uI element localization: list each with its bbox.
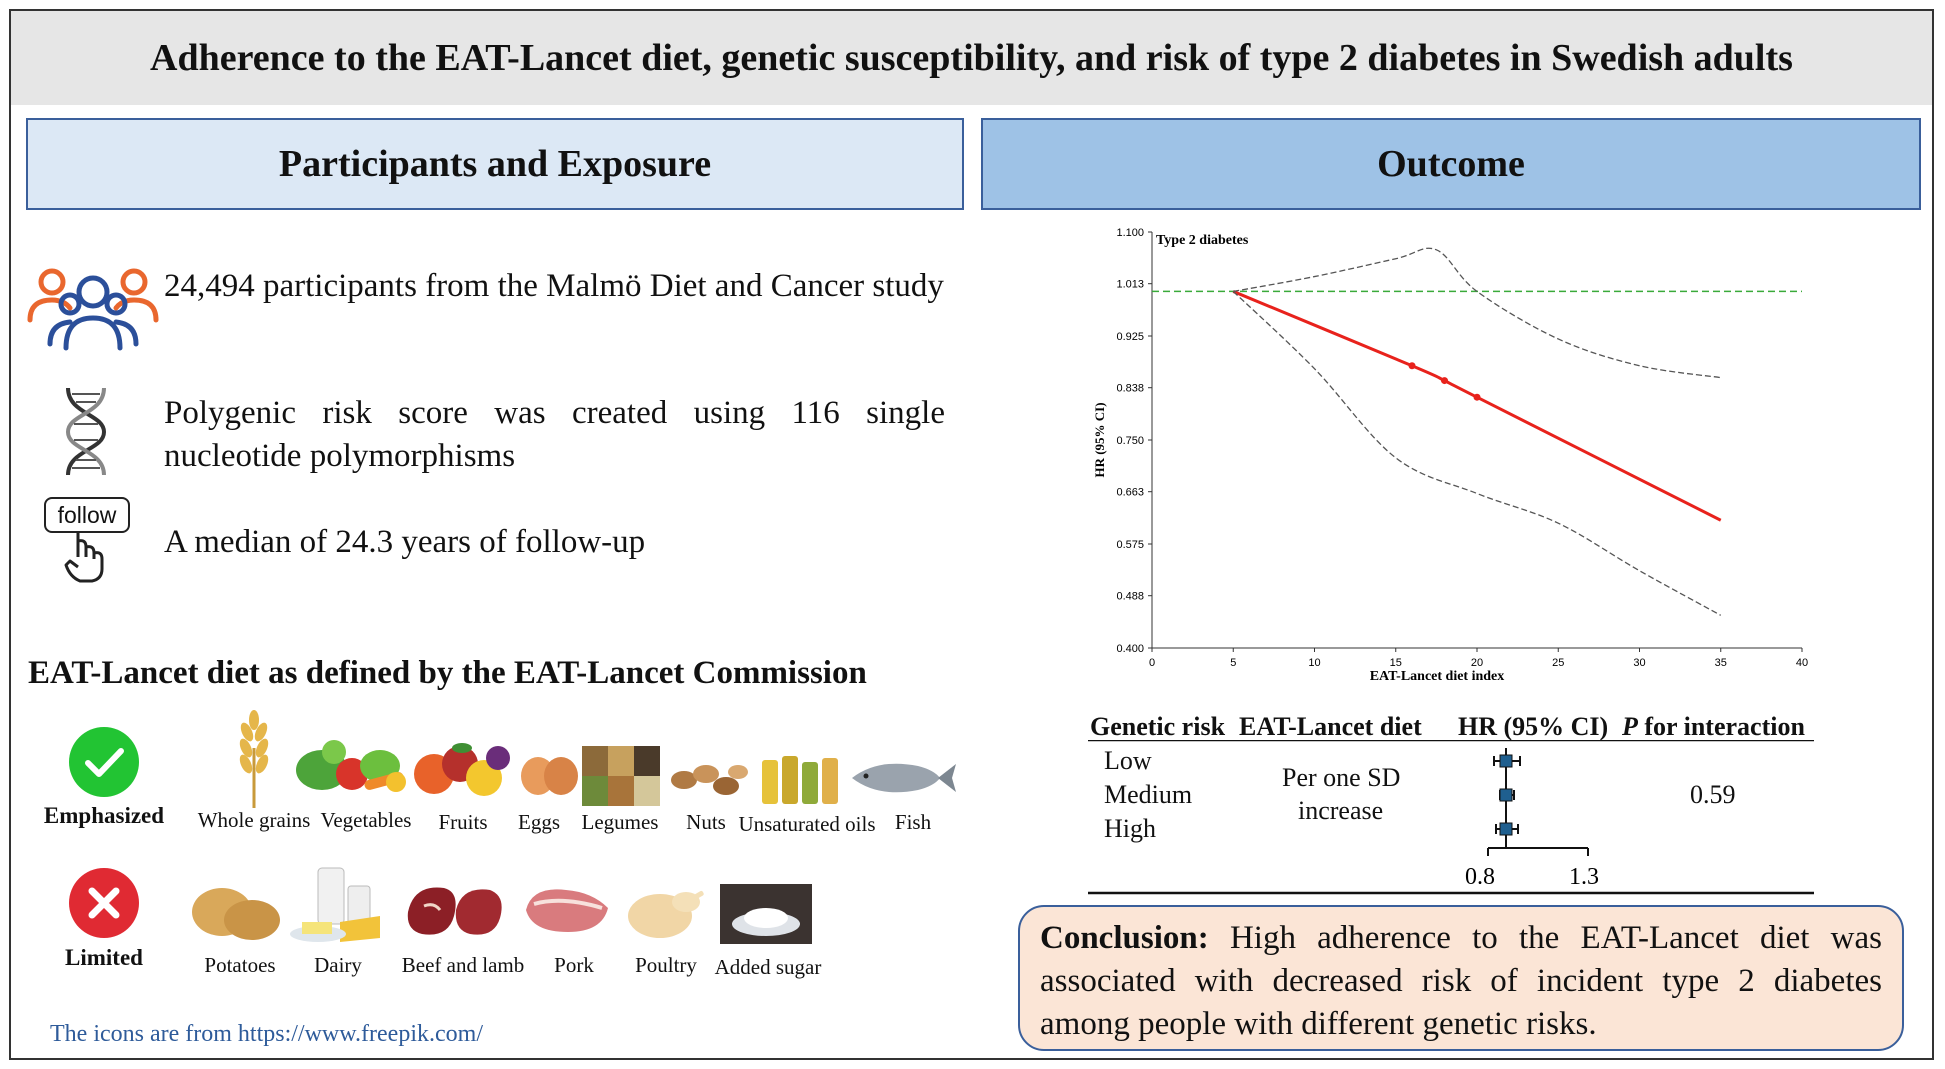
col-header-hr: HR (95% CI) <box>1458 712 1609 741</box>
checkmark-icon <box>69 727 139 797</box>
col-header-p-interaction: P for interaction <box>1622 712 1805 742</box>
emphasized-food-label: Fruits <box>438 810 488 834</box>
limited-food-label: Dairy <box>314 953 362 977</box>
conclusion-text: High adherence to the EAT-Lancet diet wa… <box>1040 920 1882 1042</box>
pork-icon <box>526 889 608 932</box>
whole-grains-icon <box>239 710 269 808</box>
emphasized-food-label: Unsaturated oils <box>738 812 876 836</box>
participants-text: 24,494 participants from the Malmö Diet … <box>164 268 944 304</box>
y-tick-label: 0.488 <box>1116 591 1144 603</box>
lower-ci-line <box>1232 290 1722 616</box>
emphasized-food-label: Nuts <box>686 810 726 834</box>
exposure-label-line1: Per one SD <box>1282 763 1401 792</box>
page-title: Adherence to the EAT-Lancet diet, geneti… <box>11 11 1932 105</box>
y-tick-label: 1.100 <box>1116 227 1144 239</box>
poultry-icon <box>628 890 704 938</box>
limited-food-label: Pork <box>554 953 594 977</box>
follow-hand-icon: follow <box>44 497 130 583</box>
knot-marker <box>1441 377 1448 385</box>
forest-point <box>1499 788 1513 802</box>
polygenic-text: Polygenic risk score was created using 1… <box>164 395 945 474</box>
forest-point <box>1499 822 1513 836</box>
p-value: 0.59 <box>1690 780 1736 809</box>
participants-header: Participants and Exposure <box>26 118 964 210</box>
forest-plot: 0.8 1.3 <box>1088 740 1814 895</box>
beef-and-lamb-icon <box>407 887 502 935</box>
emphasized-food-label: Vegetables <box>320 808 412 832</box>
emphasized-label: Emphasized <box>43 803 165 828</box>
p-rest: for interaction <box>1637 712 1805 741</box>
diet-section-title: EAT-Lancet diet as defined by the EAT-La… <box>28 655 867 691</box>
people-icon <box>27 268 159 351</box>
x-tick-label: 15 <box>1390 657 1402 669</box>
knot-marker <box>1473 393 1481 401</box>
added-sugar-icon <box>720 884 812 944</box>
x-tick-label: 0 <box>1149 657 1155 669</box>
conclusion-box: Conclusion: High adherence to the EAT-La… <box>1018 905 1904 1051</box>
limited-food-label: Potatoes <box>204 953 276 977</box>
row-medium-label: Medium <box>1104 780 1193 809</box>
potatoes-icon <box>192 888 280 940</box>
x-tick-label: 10 <box>1308 657 1320 669</box>
cross-icon <box>69 868 139 938</box>
dna-icon <box>65 387 107 476</box>
exposure-label-line2: increase <box>1298 796 1384 825</box>
p-italic: P <box>1622 712 1638 741</box>
y-tick-label: 0.750 <box>1116 435 1144 447</box>
fruits-icon <box>414 743 510 796</box>
y-tick-label: 0.663 <box>1116 487 1144 499</box>
vegetables-icon <box>296 740 406 792</box>
estimate-line <box>1232 290 1722 522</box>
limited-food-label: Beef and lamb <box>401 953 525 977</box>
limited-food-label: Poultry <box>635 953 697 977</box>
y-tick-label: 0.838 <box>1116 383 1144 395</box>
x-tick-label: 40 <box>1796 657 1808 669</box>
col-header-eat-lancet-diet: EAT-Lancet diet <box>1239 712 1422 741</box>
dairy-icon <box>290 867 380 942</box>
y-tick-label: 0.925 <box>1116 331 1144 343</box>
x-tick-label: 5 <box>1230 657 1236 669</box>
fish-icon <box>852 763 956 793</box>
forest-point <box>1499 754 1513 768</box>
nuts-icon <box>671 765 748 795</box>
follow-icon-label: follow <box>44 497 130 533</box>
legumes-icon <box>582 746 660 806</box>
y-axis-label: HR (95% CI) <box>1092 402 1107 477</box>
followup-text: A median of 24.3 years of follow-up <box>164 524 646 560</box>
x-tick-label: 30 <box>1633 657 1645 669</box>
row-low-label: Low <box>1104 746 1152 775</box>
eggs-icon <box>521 757 578 795</box>
chart-title: Type 2 diabetes <box>1156 233 1249 248</box>
limited-label: Limited <box>65 945 143 970</box>
upper-ci-line <box>1233 247 1721 379</box>
forest-tick-label: 0.8 <box>1465 864 1495 890</box>
limited-food-label: Added sugar <box>714 955 822 979</box>
y-tick-label: 1.013 <box>1116 279 1144 291</box>
y-tick-label: 0.400 <box>1116 643 1144 655</box>
emphasized-food-label: Eggs <box>518 810 560 834</box>
col-header-genetic-risk: Genetic risk <box>1090 712 1226 741</box>
emphasized-food-label: Fish <box>894 810 932 834</box>
icons-credit: The icons are from https://www.freepik.c… <box>50 1021 483 1047</box>
forest-tick-label: 1.3 <box>1569 864 1599 890</box>
unsaturated-oils-icon <box>762 756 838 804</box>
conclusion-label: Conclusion: <box>1040 920 1209 956</box>
outcome-header: Outcome <box>981 118 1921 210</box>
x-tick-label: 35 <box>1715 657 1727 669</box>
knot-marker <box>1408 362 1416 370</box>
y-tick-label: 0.575 <box>1116 539 1144 551</box>
row-high-label: High <box>1104 814 1156 843</box>
x-axis-label: EAT-Lancet diet index <box>1370 669 1505 684</box>
x-tick-label: 25 <box>1552 657 1564 669</box>
x-tick-label: 20 <box>1471 657 1483 669</box>
poster-frame <box>9 9 1934 1060</box>
hr-spline-chart: 0.400 0.488 0.575 0.663 0.750 0.838 0.925 1.013… <box>1092 227 1808 684</box>
emphasized-food-label: Legumes <box>581 810 659 834</box>
emphasized-food-label: Whole grains <box>197 808 311 832</box>
